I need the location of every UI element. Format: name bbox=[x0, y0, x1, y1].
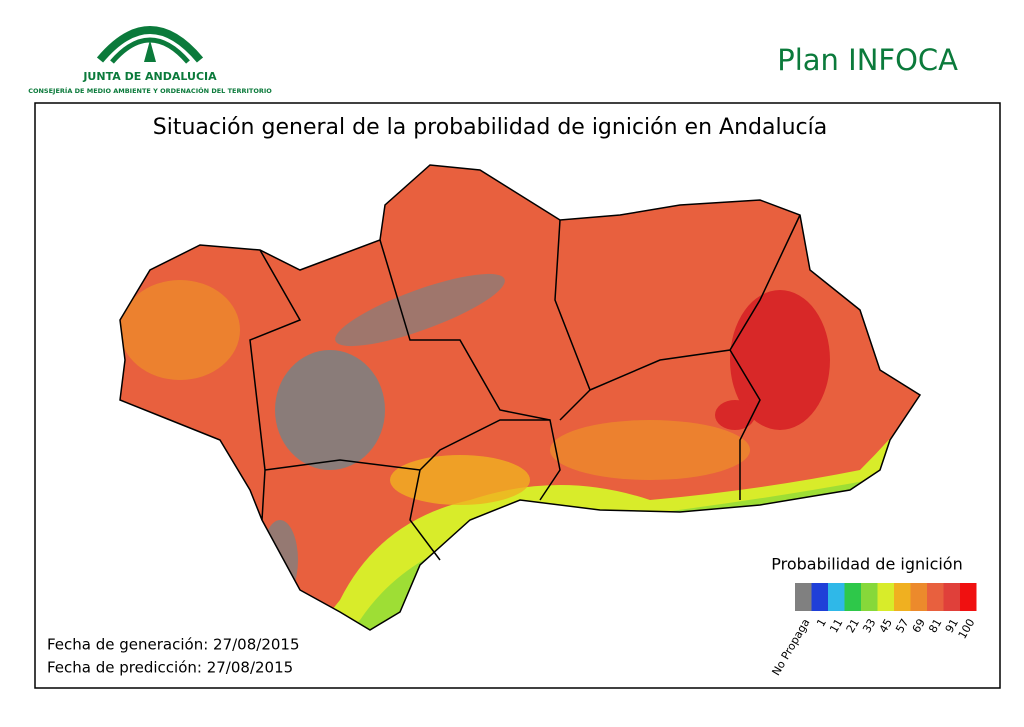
legend-label: 81 bbox=[926, 617, 944, 636]
legend-swatch bbox=[927, 583, 944, 611]
legend-swatch bbox=[861, 583, 878, 611]
legend-label: 11 bbox=[827, 617, 845, 636]
legend-swatch bbox=[960, 583, 977, 611]
legend-label: 21 bbox=[844, 617, 862, 636]
legend-label: 45 bbox=[877, 617, 895, 636]
plan-name: Plan INFOCA bbox=[777, 43, 958, 77]
legend-swatch bbox=[828, 583, 845, 611]
legend-swatch bbox=[943, 583, 960, 611]
frame bbox=[34, 102, 1001, 689]
legend-swatch bbox=[910, 583, 927, 611]
legend-label: 100 bbox=[956, 617, 978, 642]
legend-label: 91 bbox=[943, 617, 961, 636]
legend-label: No Propaga bbox=[770, 617, 813, 678]
legend-swatch bbox=[894, 583, 911, 611]
org-name: JUNTA DE ANDALUCIA bbox=[82, 70, 217, 83]
legend-swatch bbox=[811, 583, 828, 611]
legend-title: Probabilidad de ignición bbox=[771, 555, 962, 574]
legend-label: 1 bbox=[814, 617, 829, 630]
legend-label: 57 bbox=[893, 617, 911, 636]
generation-date: Fecha de generación: 27/08/2015 bbox=[47, 636, 300, 654]
legend-label: 33 bbox=[860, 617, 878, 636]
map-title: Situación general de la probabilidad de … bbox=[153, 115, 827, 140]
province-borders bbox=[119, 164, 922, 631]
legend-label: 69 bbox=[910, 617, 928, 636]
risk-map bbox=[120, 165, 920, 630]
legend-swatch bbox=[795, 583, 812, 611]
org-department: CONSEJERÍA DE MEDIO AMBIENTE Y ORDENACIÓ… bbox=[28, 86, 272, 95]
legend-swatch bbox=[877, 583, 894, 611]
legend-swatch bbox=[844, 583, 861, 611]
prediction-date: Fecha de predicción: 27/08/2015 bbox=[47, 659, 293, 677]
logo bbox=[96, 26, 204, 64]
